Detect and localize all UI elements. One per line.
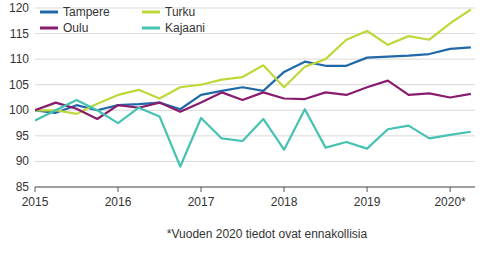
x-tick: [35, 187, 36, 192]
legend-swatch: [142, 27, 160, 30]
legend: Tampere Turku Oulu Kajaani: [40, 5, 205, 35]
x-tick: [450, 187, 451, 192]
grid-line: [35, 161, 475, 162]
legend-swatch: [40, 11, 58, 14]
grid-line: [35, 187, 475, 188]
y-tick-label: 110: [10, 52, 29, 66]
legend-label: Tampere: [63, 5, 110, 19]
grid-line: [35, 135, 475, 136]
x-axis: [35, 187, 475, 188]
y-tick-label: 90: [16, 154, 30, 168]
y-tick-label: 115: [10, 27, 29, 41]
x-tick: [118, 187, 119, 192]
legend-label: Kajaani: [165, 21, 205, 35]
x-tick-label: 2015: [22, 195, 49, 209]
plot-area: [35, 10, 471, 167]
x-tick: [367, 187, 368, 192]
grid-line: [35, 84, 475, 85]
x-tick: [284, 187, 285, 192]
legend-label: Oulu: [63, 21, 88, 35]
y-tick-label: 120: [9, 1, 29, 15]
x-tick-label: 2020*: [434, 195, 466, 209]
x-tick: [201, 187, 202, 192]
y-tick-label: 100: [9, 103, 29, 117]
x-tick-label: 2016: [105, 195, 132, 209]
y-tick-label: 85: [16, 180, 30, 194]
legend-label: Turku: [165, 5, 195, 19]
legend-swatch: [142, 11, 160, 14]
grid-line: [35, 33, 475, 34]
series-line: [35, 100, 471, 166]
x-tick-label: 2019: [354, 195, 381, 209]
chart: 85 90 95 100 105 110 115 120 2015 2016 2017 2018 201…: [0, 0, 494, 265]
series-line: [35, 10, 471, 114]
x-tick-label: 2018: [271, 195, 298, 209]
x-tick-label: 2017: [188, 195, 215, 209]
annotation: *Vuoden 2020 tiedot ovat ennakollisia: [167, 227, 368, 241]
legend-swatch: [40, 27, 58, 30]
y-tick-label: 105: [9, 78, 29, 92]
y-tick-label: 95: [16, 129, 30, 143]
grid-line: [35, 59, 475, 60]
